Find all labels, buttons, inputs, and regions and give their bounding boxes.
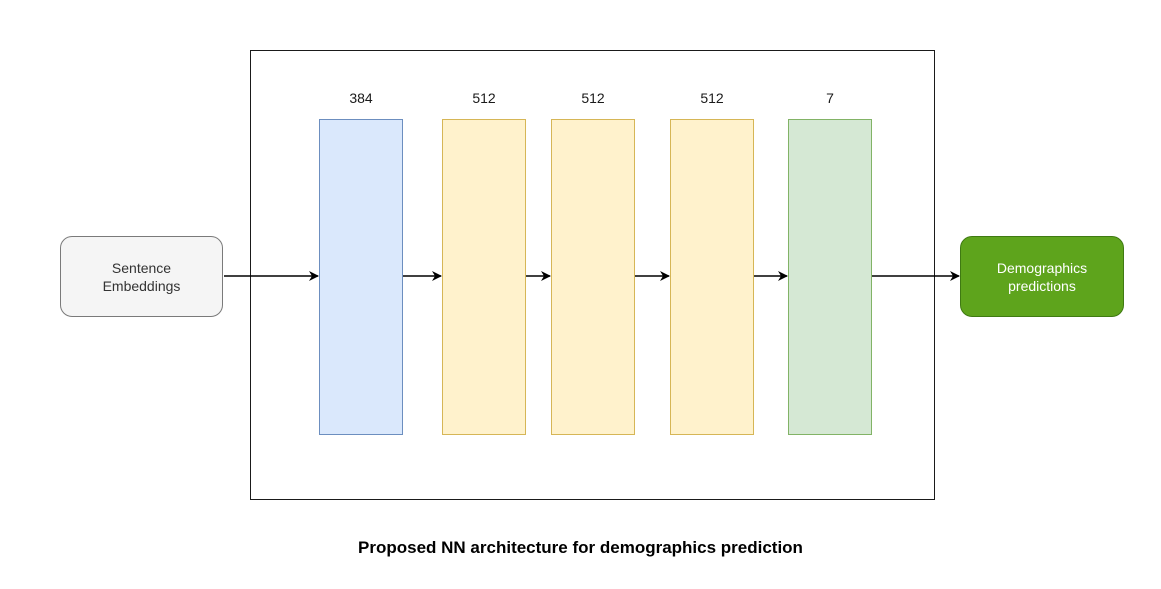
layer-2-block — [442, 119, 526, 435]
output-label-line2: predictions — [1008, 277, 1076, 294]
layer-4-block — [670, 119, 754, 435]
layer-1-block — [319, 119, 403, 435]
sentence-embeddings-node: Sentence Embeddings — [60, 236, 223, 317]
layer-3-size: 512 — [581, 90, 605, 106]
input-label-line2: Embeddings — [102, 277, 181, 294]
network-frame — [250, 50, 935, 500]
layer-5-size: 7 — [826, 90, 834, 106]
layer-1-size: 384 — [349, 90, 373, 106]
layer-2-size: 512 — [472, 90, 496, 106]
demographics-predictions-node: Demographics predictions — [960, 236, 1124, 317]
input-label-line1: Sentence — [111, 259, 172, 276]
diagram-caption: Proposed NN architecture for demographic… — [358, 538, 803, 557]
layer-3-block — [551, 119, 635, 435]
output-label-line1: Demographics — [996, 259, 1088, 276]
layer-5-block — [788, 119, 872, 435]
layer-4-size: 512 — [700, 90, 724, 106]
